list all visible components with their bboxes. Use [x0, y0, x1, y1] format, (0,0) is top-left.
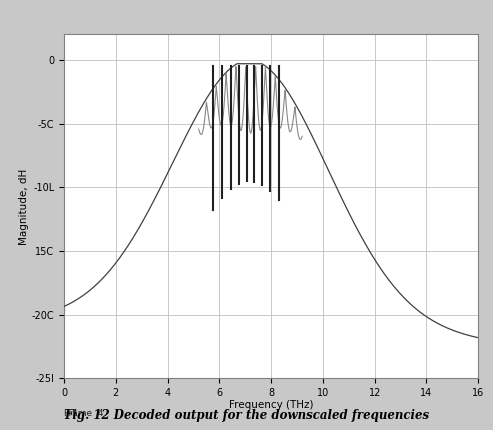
X-axis label: Frequency (THz): Frequency (THz) [229, 399, 314, 409]
Y-axis label: Magnitude, dH: Magnitude, dH [19, 168, 29, 245]
Text: Fig. 12 Decoded output for the downscaled frequencies: Fig. 12 Decoded output for the downscale… [64, 409, 429, 422]
Text: Frame  4: Frame 4 [64, 409, 104, 418]
